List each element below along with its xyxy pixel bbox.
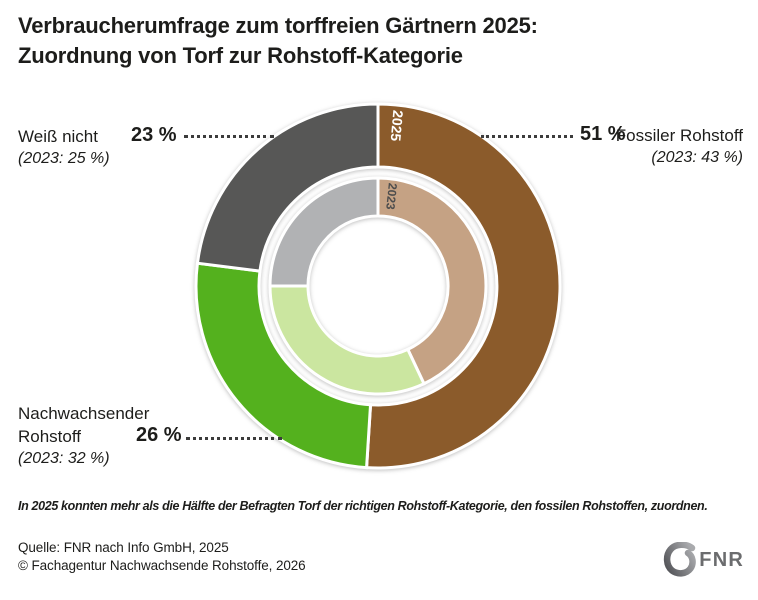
- donut-segment-2023-nachwachsender-rohstoff: [268, 284, 426, 396]
- donut-segment-2025-fossiler-rohstoff: [364, 102, 562, 470]
- callout-dontknow-pct: 23 %: [131, 124, 177, 146]
- ring-year-label-2023: 2023: [383, 182, 400, 210]
- callout-fossil-label: Fossiler Rohstoff: [615, 126, 743, 145]
- callout-renewable-pct: 26 %: [136, 424, 182, 446]
- fnr-swirl-icon: [664, 542, 697, 577]
- fnr-logo: FNR: [662, 542, 744, 578]
- callout-dontknow-label: Weiß nicht: [18, 127, 98, 146]
- donut-segment-2023-wei-nicht: [268, 176, 380, 288]
- callout-dontknow: Weiß nicht (2023: 25 %): [18, 125, 178, 170]
- donut-chart: 2025 2023: [190, 98, 570, 478]
- source-text: Quelle: FNR nach Info GmbH, 2025 © Facha…: [18, 540, 306, 573]
- leader-line-fossil: [481, 135, 573, 138]
- leader-line-renewable: [186, 437, 282, 440]
- donut-segment-2025-wei-nicht: [195, 102, 380, 273]
- donut-segment-2025-nachwachsender-rohstoff: [194, 261, 373, 470]
- fnr-logo-text: FNR: [699, 548, 744, 571]
- donut-svg: 2025 2023: [194, 102, 562, 470]
- callout-renewable-prev: (2023: 32 %): [18, 450, 110, 467]
- callout-dontknow-prev: (2023: 25 %): [18, 150, 110, 167]
- callout-fossil-pct: 51 %: [580, 123, 626, 145]
- page-title: Verbraucherumfrage zum torffreien Gärtne…: [18, 13, 538, 68]
- leader-line-dontknow: [184, 135, 274, 138]
- callout-fossil: Fossiler Rohstoff (2023: 43 %): [593, 124, 743, 169]
- callout-fossil-prev: (2023: 43 %): [651, 149, 743, 166]
- footnote: In 2025 konnten mehr als die Hälfte der …: [18, 499, 708, 513]
- callout-renewable: Nachwachsender Rohstoff (2023: 32 %): [18, 402, 150, 470]
- donut-segment-2023-fossiler-rohstoff: [376, 176, 488, 386]
- callout-renewable-label: Nachwachsender Rohstoff: [18, 404, 150, 446]
- ring-year-label-2025: 2025: [388, 109, 407, 142]
